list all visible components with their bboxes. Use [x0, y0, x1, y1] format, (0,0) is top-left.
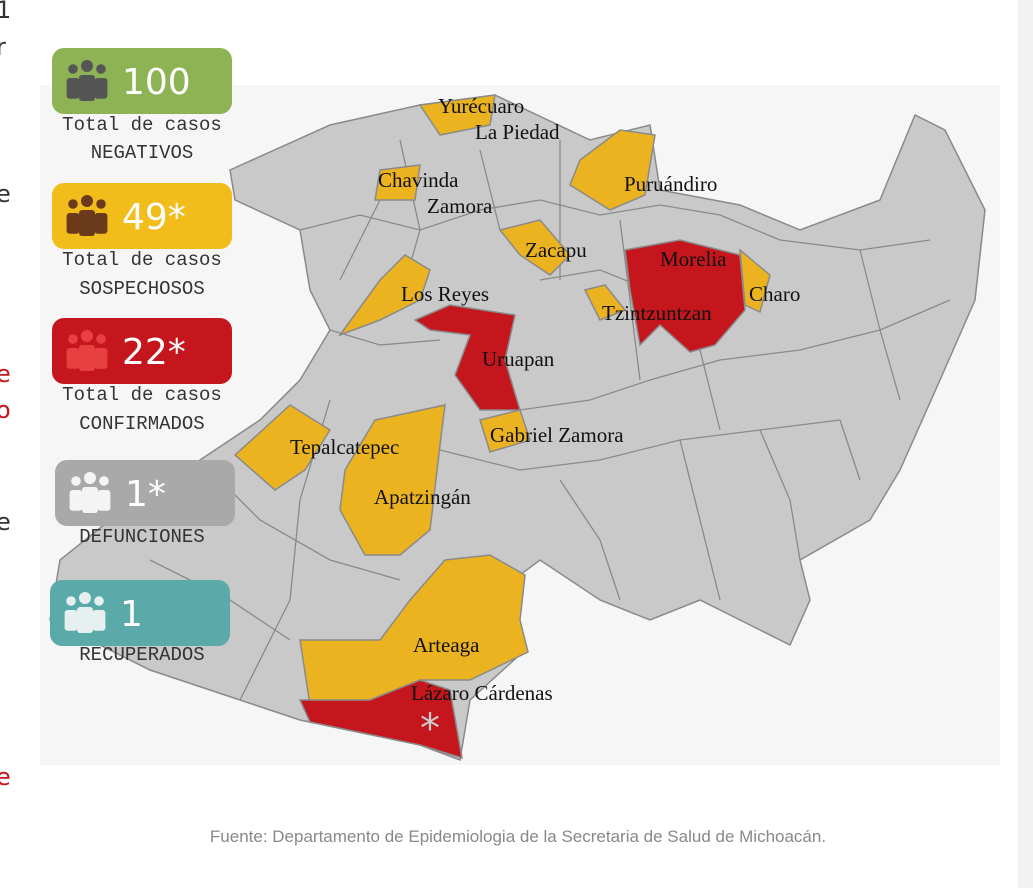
- stat-label: Total de casos: [62, 249, 222, 271]
- icon-body: [94, 348, 108, 369]
- map-label: Yurécuaro: [438, 94, 524, 118]
- icon-body: [77, 607, 93, 633]
- stat-value: 49*: [122, 197, 186, 238]
- stat-sublabel: NEGATIVOS: [91, 142, 194, 164]
- stat-card: 1* DEFUNCIONES: [55, 460, 235, 548]
- map-label: Zacapu: [525, 238, 587, 262]
- stat-sublabel: CONFIRMADOS: [79, 413, 204, 435]
- icon-head: [71, 476, 81, 486]
- icon-body: [79, 75, 95, 101]
- stat-card: 1 RECUPERADOS: [50, 580, 230, 666]
- stat-card: 49* Total de casos SOSPECHOSOS: [52, 183, 232, 300]
- icon-head: [81, 330, 93, 342]
- region-suspected: [337, 254, 431, 337]
- stat-sublabel: DEFUNCIONES: [79, 526, 204, 548]
- marker: *: [420, 706, 440, 752]
- icon-body: [94, 78, 108, 99]
- icon-head: [81, 195, 93, 207]
- icon-head: [94, 596, 104, 606]
- region-confirmed: [624, 239, 746, 353]
- region-suspected: [583, 284, 627, 321]
- icon-body: [94, 213, 108, 234]
- edge-fragment: e: [0, 180, 11, 208]
- region-suspected: [479, 409, 531, 453]
- stat-card: 100 Total de casos NEGATIVOS: [52, 48, 232, 164]
- stat-label: Total de casos: [62, 384, 222, 406]
- municipal-borders: [149, 139, 951, 701]
- region-suspected: [339, 404, 446, 556]
- map-label: Charo: [749, 282, 800, 306]
- region-suspected: [418, 94, 496, 136]
- icon-body: [66, 348, 80, 369]
- edge-fragment: 1: [0, 0, 11, 24]
- source: Fuente: Departamento de Epidemiologia de…: [210, 827, 826, 846]
- map-label: Apatzingán: [374, 485, 471, 509]
- map-label: Gabriel Zamora: [490, 423, 624, 447]
- region-confirmed: [298, 679, 463, 760]
- map-label: Chavinda: [378, 168, 459, 192]
- region-suspected: [374, 164, 421, 201]
- region-suspected: [233, 404, 332, 491]
- icon-head: [84, 472, 96, 484]
- map-label: Los Reyes: [401, 282, 489, 306]
- edge-fragment: o: [0, 396, 11, 424]
- map-label: Puruándiro: [624, 172, 717, 196]
- edge-fragment: r: [0, 33, 6, 61]
- icon-head: [68, 334, 78, 344]
- map-label: Tepalcatepec: [290, 435, 399, 459]
- icon-body: [97, 490, 111, 511]
- map-label: La Piedad: [475, 120, 560, 144]
- icon-head: [66, 596, 76, 606]
- icon-body: [66, 213, 80, 234]
- icon-head: [68, 199, 78, 209]
- edge: [1018, 0, 1033, 888]
- icon-head: [96, 334, 106, 344]
- stat-value: 100: [122, 62, 191, 103]
- stat-sublabel: RECUPERADOS: [79, 644, 204, 666]
- icon-body: [79, 210, 95, 236]
- icon-head: [99, 476, 109, 486]
- stat-sublabel: SOSPECHOSOS: [79, 278, 204, 300]
- stat-value: 1: [120, 594, 143, 635]
- region-suspected: [498, 219, 572, 276]
- icon-body: [64, 610, 78, 631]
- icon-body: [92, 610, 106, 631]
- map-label: Uruapan: [482, 347, 555, 371]
- map-label: Arteaga: [413, 633, 480, 657]
- icon-body: [66, 78, 80, 99]
- stats: 100 Total de casos NEGATIVOS 49* Total de ca…: [50, 48, 235, 666]
- icon-head: [79, 592, 91, 604]
- region-confirmed: [413, 304, 522, 411]
- stat-label: Total de casos: [62, 114, 222, 136]
- icon-body: [69, 490, 83, 511]
- map-label: Zamora: [427, 194, 493, 218]
- edge-fragment: e: [0, 508, 11, 536]
- stat-value: 22*: [122, 332, 186, 373]
- stat-value: 1*: [125, 474, 166, 515]
- icon-body: [82, 487, 98, 513]
- edge-fragment: e: [0, 763, 11, 791]
- icon-head: [81, 60, 93, 72]
- region-suspected: [569, 129, 656, 211]
- edge-fragment: e: [0, 360, 11, 388]
- map-label: Tzintzuntzan: [602, 301, 712, 325]
- stat-card: 22* Total de casos CONFIRMADOS: [52, 318, 232, 435]
- icon-body: [79, 345, 95, 371]
- map-label: Morelia: [660, 247, 727, 271]
- icon-head: [96, 64, 106, 74]
- icon-head: [68, 64, 78, 74]
- icon-head: [96, 199, 106, 209]
- map-label: Lázaro Cárdenas: [411, 681, 553, 705]
